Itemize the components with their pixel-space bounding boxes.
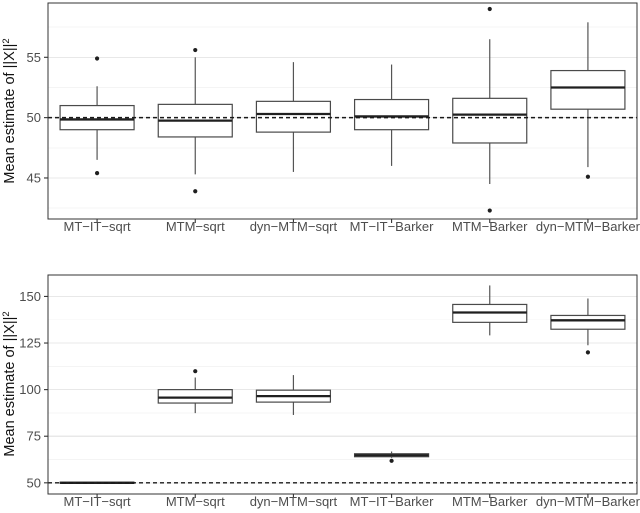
x-tick-label: dyn−MTM−sqrt	[250, 219, 338, 234]
boxplot-dyn−MTM−sqrt	[255, 375, 332, 415]
x-tick-label: dyn−MTM−Barker	[536, 219, 640, 234]
x-tick-label: MTM−Barker	[452, 219, 528, 234]
y-axis-title-bottom: Mean estimate of ||X||2	[1, 311, 18, 456]
y-axis-title-top-superscript: 2	[1, 38, 12, 43]
x-tick-label: dyn−MTM−sqrt	[250, 494, 338, 509]
y-axis-title-bottom-text: Mean estimate of ||X||	[2, 317, 18, 457]
y-tick-label: 50	[27, 110, 41, 125]
outlier-point	[193, 189, 198, 194]
y-axis-title-bottom-superscript: 2	[1, 311, 12, 316]
panel-background	[48, 275, 637, 494]
boxplot-panel-0: 45 50 55 MT−IT−sqrt MTM−sqrt dyn−MTM−sqrt MT−I…	[27, 2, 640, 234]
y-tick-label: 100	[19, 382, 41, 397]
boxplot-MT−IT−Barker	[353, 451, 430, 463]
x-tick-label: MTM−sqrt	[166, 494, 225, 509]
boxplot-dyn−MTM−Barker	[550, 22, 626, 179]
outlier-point	[585, 174, 591, 179]
boxplot-dyn−MTM−Barker	[550, 298, 626, 355]
chart-render-layer: 45 50 55 MT−IT−sqrt MTM−sqrt dyn−MTM−sqrt MT−I…	[19, 2, 640, 509]
boxplot-MT−IT−Barker	[353, 64, 430, 166]
panel-border	[47, 2, 638, 220]
boxplot-panel-1: 50 75 100 125 150 MT−IT−sqrt MTM−sqrt dyn−MTM−s…	[19, 274, 640, 509]
y-tick-label: 55	[27, 50, 41, 65]
iqr-box	[255, 100, 332, 133]
y-tick-label: 125	[19, 336, 41, 351]
outlier-point	[193, 47, 198, 53]
x-tick-label: MT−IT−Barker	[350, 219, 434, 234]
iqr-box	[157, 389, 233, 404]
outlier-point	[487, 208, 492, 213]
x-tick-label: MTM−Barker	[452, 494, 528, 509]
x-tick-label: MT−IT−sqrt	[63, 219, 131, 234]
boxplot-MTM−Barker	[452, 285, 528, 336]
x-tick-label: MTM−sqrt	[166, 219, 225, 234]
outlier-point	[389, 458, 394, 463]
y-tick-label: 150	[19, 289, 41, 304]
boxplot-MTM−sqrt	[157, 47, 233, 194]
x-tick-label: dyn−MTM−Barker	[536, 494, 640, 509]
iqr-box	[550, 314, 626, 330]
y-tick-label: 75	[27, 429, 41, 444]
y-axis-title-top-text: Mean estimate of ||X||	[2, 44, 18, 184]
boxplot-MTM−sqrt	[157, 369, 233, 414]
x-tick-label: MT−IT−Barker	[350, 494, 434, 509]
outlier-point	[94, 56, 100, 61]
outlier-point	[193, 369, 198, 374]
boxplot-MTM−Barker	[452, 6, 528, 213]
panel-background	[48, 3, 637, 219]
outlier-point	[94, 171, 100, 176]
y-tick-label: 50	[27, 475, 41, 490]
y-tick-label: 45	[27, 170, 41, 185]
y-axis-title-top: Mean estimate of ||X||2	[1, 38, 18, 183]
boxplot-dyn−MTM−sqrt	[255, 62, 332, 172]
outlier-point	[487, 6, 492, 12]
panel-border	[47, 274, 638, 495]
iqr-box	[550, 69, 626, 110]
iqr-box	[353, 98, 430, 131]
outlier-point	[585, 350, 591, 355]
iqr-box	[452, 97, 528, 144]
x-tick-label: MT−IT−sqrt	[63, 494, 131, 509]
